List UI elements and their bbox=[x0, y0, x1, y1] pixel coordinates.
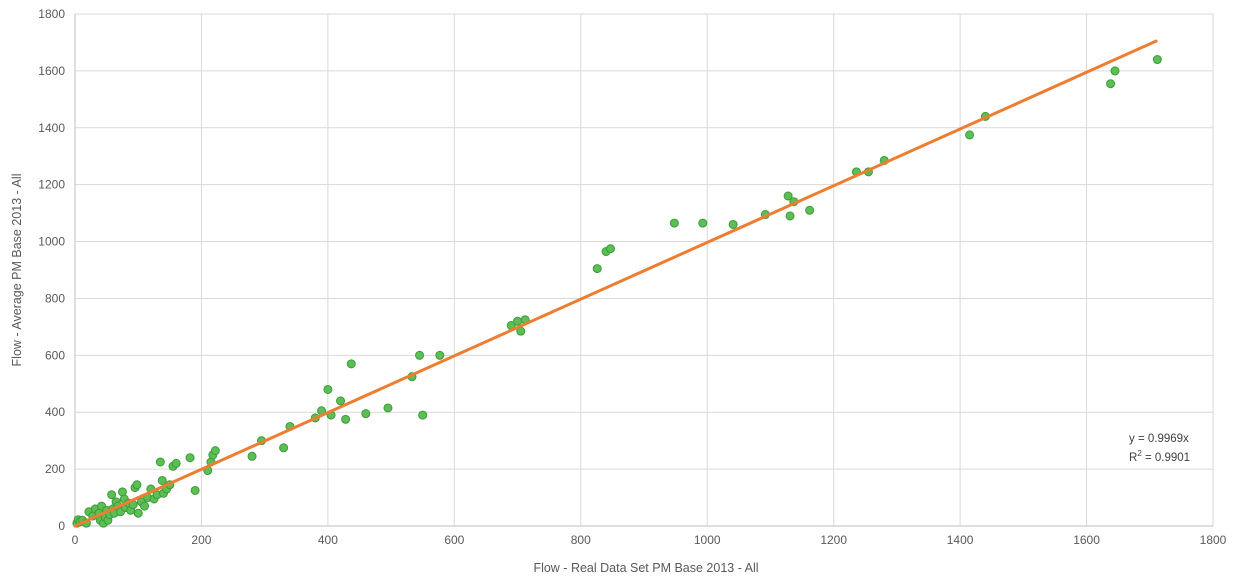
y-axis-title: Flow - Average PM Base 2013 - All bbox=[10, 174, 24, 367]
data-point bbox=[133, 508, 143, 518]
data-points bbox=[72, 55, 1162, 528]
data-point bbox=[323, 384, 333, 394]
data-point bbox=[279, 443, 289, 453]
gridlines bbox=[75, 13, 1214, 526]
data-point bbox=[728, 219, 738, 229]
data-point bbox=[341, 414, 351, 424]
data-point bbox=[698, 218, 708, 228]
data-point bbox=[605, 244, 615, 254]
data-point bbox=[435, 350, 445, 360]
data-point bbox=[1110, 66, 1120, 76]
x-tick-label: 400 bbox=[318, 533, 338, 547]
data-point bbox=[418, 410, 428, 420]
data-point bbox=[785, 211, 795, 221]
r-squared-text: R2 = 0.9901 bbox=[1129, 449, 1190, 464]
trendline-equation: y = 0.9969x R2 = 0.9901 bbox=[1129, 433, 1190, 464]
data-point bbox=[669, 218, 679, 228]
y-tick-label: 1200 bbox=[38, 178, 65, 192]
data-point bbox=[157, 475, 167, 485]
r-squared-exponent: 2 bbox=[1137, 449, 1142, 458]
data-point bbox=[383, 403, 393, 413]
data-point bbox=[415, 350, 425, 360]
x-tick-label: 600 bbox=[444, 533, 464, 547]
x-tick-label: 0 bbox=[72, 533, 79, 547]
y-tick-label: 800 bbox=[45, 291, 65, 305]
x-tick-label: 200 bbox=[191, 533, 211, 547]
x-tick-label: 800 bbox=[571, 533, 591, 547]
x-tick-label: 1200 bbox=[820, 533, 847, 547]
x-tick-label: 1400 bbox=[947, 533, 974, 547]
y-tick-label: 1800 bbox=[38, 7, 65, 21]
tick-labels: 0 200 400 600 800 1000 1200 1400 1600 1800 0 200 400… bbox=[38, 7, 1226, 547]
data-point bbox=[1152, 55, 1162, 65]
data-point bbox=[107, 490, 117, 500]
data-point bbox=[346, 359, 356, 369]
x-tick-label: 1800 bbox=[1200, 533, 1227, 547]
data-point bbox=[132, 480, 142, 490]
trendline-layer bbox=[73, 39, 1158, 528]
x-axis-title: Flow - Real Data Set PM Base 2013 - All bbox=[533, 561, 758, 575]
data-point bbox=[1106, 79, 1116, 89]
data-point bbox=[965, 130, 975, 140]
data-point bbox=[783, 191, 793, 201]
r-squared-prefix: R bbox=[1129, 452, 1137, 464]
y-tick-label: 600 bbox=[45, 348, 65, 362]
axes bbox=[74, 14, 1213, 527]
data-point bbox=[247, 451, 257, 461]
x-tick-label: 1000 bbox=[694, 533, 721, 547]
y-tick-label: 400 bbox=[45, 405, 65, 419]
y-tick-label: 200 bbox=[45, 462, 65, 476]
data-point bbox=[336, 396, 346, 406]
data-point bbox=[171, 458, 181, 468]
trendline bbox=[73, 39, 1158, 528]
r-squared-value: = 0.9901 bbox=[1142, 452, 1190, 464]
data-point bbox=[190, 485, 200, 495]
x-tick-label: 1600 bbox=[1073, 533, 1100, 547]
data-point bbox=[592, 264, 602, 274]
data-point bbox=[513, 316, 523, 326]
y-tick-label: 1600 bbox=[38, 64, 65, 78]
data-point bbox=[155, 457, 165, 467]
y-tick-label: 0 bbox=[58, 519, 65, 533]
data-point bbox=[140, 501, 150, 511]
y-tick-label: 1000 bbox=[38, 235, 65, 249]
data-point bbox=[361, 409, 371, 419]
trendline-equation-text: y = 0.9969x bbox=[1129, 433, 1189, 445]
data-point bbox=[805, 205, 815, 215]
data-point bbox=[210, 446, 220, 456]
data-point bbox=[185, 453, 195, 463]
y-tick-label: 1400 bbox=[38, 121, 65, 135]
